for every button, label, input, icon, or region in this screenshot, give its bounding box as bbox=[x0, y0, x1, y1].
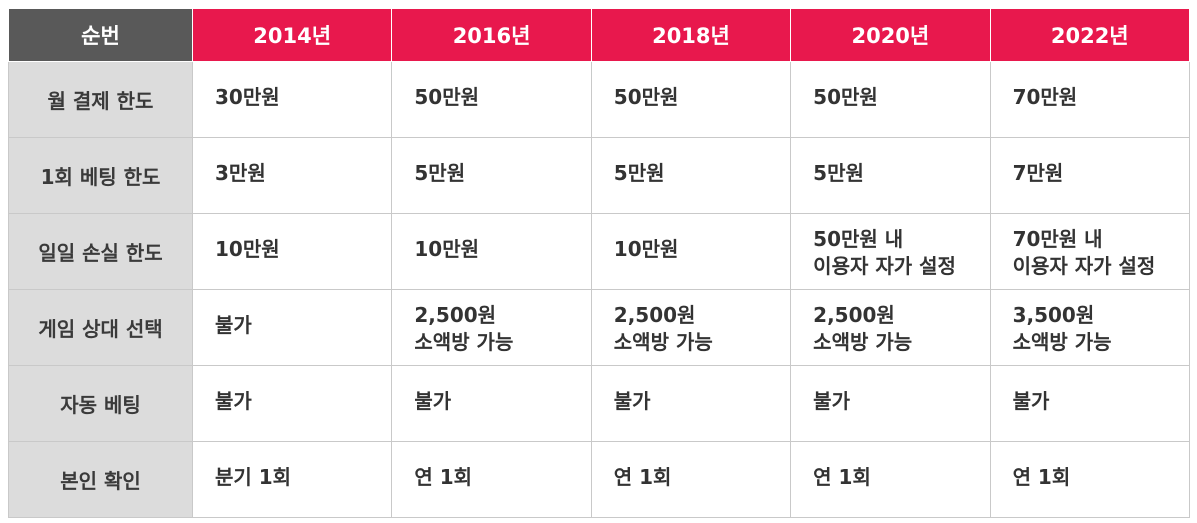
table-cell: 10만원 bbox=[391, 213, 592, 290]
table-cell: 5만원 bbox=[391, 137, 592, 214]
header-year-2022: 2022년 bbox=[989, 9, 1190, 62]
table-cell: 3만원 bbox=[191, 137, 393, 214]
table-row: 1회 베팅 한도 3만원 5만원 5만원 5만원 7만원 bbox=[8, 137, 1190, 214]
header-corner-cell: 순번 bbox=[8, 9, 193, 62]
row-label-opponent-selection: 게임 상대 선택 bbox=[8, 289, 193, 366]
table-cell: 70만원 내 이용자 자가 설정 bbox=[989, 213, 1190, 290]
table-cell: 50만원 bbox=[391, 61, 592, 138]
table-cell: 불가 bbox=[590, 365, 792, 442]
table-cell: 불가 bbox=[191, 365, 393, 442]
table-cell: 연 1회 bbox=[391, 441, 592, 518]
table-cell: 30만원 bbox=[191, 61, 393, 138]
table-cell: 10만원 bbox=[191, 213, 393, 290]
table-cell: 연 1회 bbox=[989, 441, 1190, 518]
table-cell: 2,500원 소액방 가능 bbox=[590, 289, 792, 366]
table-cell: 50만원 내 이용자 자가 설정 bbox=[790, 213, 991, 290]
table-cell: 7만원 bbox=[989, 137, 1190, 214]
table-cell: 불가 bbox=[191, 289, 393, 366]
regulation-comparison-table: 순번 2014년 2016년 2018년 2020년 2022년 월 결제 한도… bbox=[8, 9, 1190, 518]
table-cell: 불가 bbox=[391, 365, 592, 442]
table-cell: 50만원 bbox=[590, 61, 792, 138]
table-cell: 불가 bbox=[790, 365, 991, 442]
header-year-2014: 2014년 bbox=[191, 9, 393, 62]
table-cell: 2,500원 소액방 가능 bbox=[391, 289, 592, 366]
table-row: 게임 상대 선택 불가 2,500원 소액방 가능 2,500원 소액방 가능 … bbox=[8, 289, 1190, 366]
regulation-table-container: 순번 2014년 2016년 2018년 2020년 2022년 월 결제 한도… bbox=[8, 9, 1190, 518]
table-header-row: 순번 2014년 2016년 2018년 2020년 2022년 bbox=[8, 9, 1190, 62]
table-cell: 2,500원 소액방 가능 bbox=[790, 289, 991, 366]
row-label-per-bet-limit: 1회 베팅 한도 bbox=[8, 137, 193, 214]
row-label-auto-betting: 자동 베팅 bbox=[8, 365, 193, 442]
table-cell: 3,500원 소액방 가능 bbox=[989, 289, 1190, 366]
table-cell: 불가 bbox=[989, 365, 1190, 442]
table-cell: 50만원 bbox=[790, 61, 991, 138]
table-row: 일일 손실 한도 10만원 10만원 10만원 50만원 내 이용자 자가 설정… bbox=[8, 213, 1190, 290]
table-row: 월 결제 한도 30만원 50만원 50만원 50만원 70만원 bbox=[8, 61, 1190, 138]
header-year-2016: 2016년 bbox=[391, 9, 592, 62]
row-label-identity-verification: 본인 확인 bbox=[8, 441, 193, 518]
table-cell: 연 1회 bbox=[590, 441, 792, 518]
row-label-daily-loss-limit: 일일 손실 한도 bbox=[8, 213, 193, 290]
table-cell: 10만원 bbox=[590, 213, 792, 290]
table-cell: 5만원 bbox=[790, 137, 991, 214]
table-row: 본인 확인 분기 1회 연 1회 연 1회 연 1회 연 1회 bbox=[8, 441, 1190, 518]
row-label-monthly-payment-limit: 월 결제 한도 bbox=[8, 61, 193, 138]
header-year-2020: 2020년 bbox=[790, 9, 991, 62]
table-row: 자동 베팅 불가 불가 불가 불가 불가 bbox=[8, 365, 1190, 442]
header-year-2018: 2018년 bbox=[590, 9, 792, 62]
table-cell: 분기 1회 bbox=[191, 441, 393, 518]
table-cell: 5만원 bbox=[590, 137, 792, 214]
table-cell: 70만원 bbox=[989, 61, 1190, 138]
table-cell: 연 1회 bbox=[790, 441, 991, 518]
